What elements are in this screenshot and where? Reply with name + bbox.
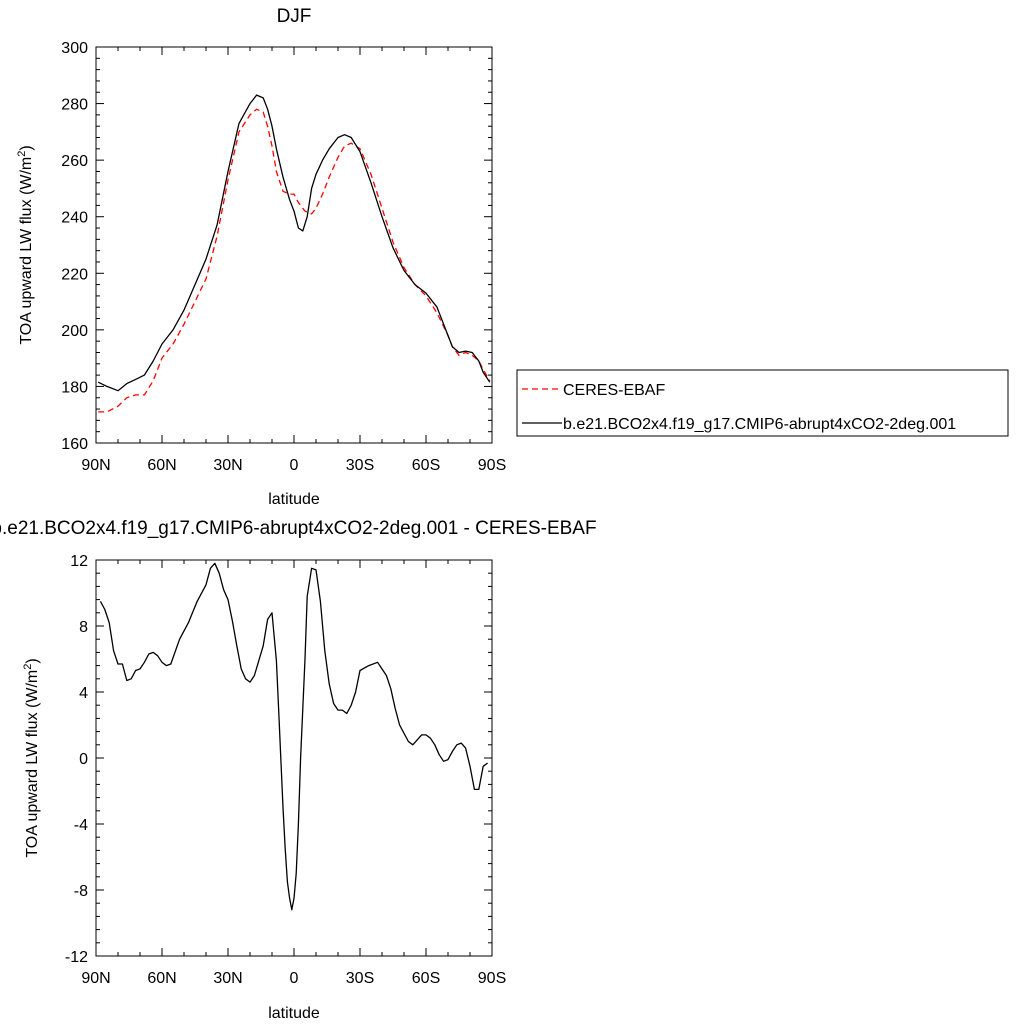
x-tick-label: 0 — [290, 457, 299, 474]
x-tick-label: 30N — [213, 970, 242, 987]
x-tick-label: 60S — [412, 457, 440, 474]
bottom-panel: b.e21.BCO2x4.f19_g17.CMIP6-abrupt4xCO2-2… — [0, 518, 597, 1022]
top-x-axis-label: latitude — [268, 491, 320, 508]
bottom-series-layer — [99, 562, 488, 911]
y-tick-label: 200 — [61, 323, 88, 340]
legend-label-ceres: CERES-EBAF — [563, 382, 665, 399]
series-line-0-0 — [98, 108, 491, 413]
bottom-x-axis-label: latitude — [268, 1005, 320, 1022]
y-tick-label: 220 — [61, 266, 88, 283]
top-plot-frame — [95, 46, 493, 444]
legend: CERES-EBAF b.e21.BCO2x4.f19_g17.CMIP6-ab… — [516, 369, 1009, 437]
series-line-0-1 — [97, 94, 491, 392]
x-tick-label: 90S — [478, 970, 506, 987]
y-tick-label: 260 — [61, 153, 88, 170]
x-tick-label: 60N — [147, 970, 176, 987]
y-tick-label: 160 — [61, 436, 88, 453]
x-tick-label: 30S — [346, 970, 374, 987]
y-tick-label: -8 — [74, 883, 88, 900]
y-tick-label: 280 — [61, 97, 88, 114]
x-tick-label: 90S — [478, 457, 506, 474]
top-panel: DJF 90N 60N 30N 0 30S 60S 90S 160 180 200 220 240 26… — [16, 6, 1009, 508]
y-tick-label: 8 — [79, 619, 88, 636]
x-tick-label: 60N — [147, 457, 176, 474]
y-tick-label: -12 — [65, 949, 88, 966]
y-tick-label: 4 — [79, 685, 88, 702]
y-tick-label: -4 — [74, 817, 88, 834]
series-line-1-0 — [99, 562, 488, 911]
y-tick-label: 240 — [61, 210, 88, 227]
top-chart-title: DJF — [277, 6, 312, 27]
y-tick-label: 12 — [70, 553, 88, 570]
y-tick-label: 0 — [79, 751, 88, 768]
x-tick-label: 60S — [412, 970, 440, 987]
legend-box — [516, 369, 1009, 437]
top-series-layer — [97, 94, 491, 413]
x-tick-label: 90N — [81, 457, 110, 474]
bottom-y-axis-label: TOA upward LW flux (W/m2) — [22, 658, 41, 857]
top-axis-ticks: 90N 60N 30N 0 30S 60S 90S 160 180 200 220 240 260 280… — [61, 40, 506, 474]
y-tick-label: 180 — [61, 379, 88, 396]
bottom-axis-ticks: 90N 60N 30N 0 30S 60S 90S -12 -8 -4 0 4 8 12 — [65, 553, 506, 987]
x-tick-label: 0 — [290, 970, 299, 987]
bottom-chart-title: b.e21.BCO2x4.f19_g17.CMIP6-abrupt4xCO2-2… — [0, 518, 597, 539]
x-tick-label: 30S — [346, 457, 374, 474]
legend-label-model: b.e21.BCO2x4.f19_g17.CMIP6-abrupt4xCO2-2… — [563, 416, 956, 433]
x-tick-label: 30N — [213, 457, 242, 474]
y-tick-label: 300 — [61, 40, 88, 57]
x-tick-label: 90N — [81, 970, 110, 987]
top-y-axis-label: TOA upward LW flux (W/m2) — [16, 145, 35, 344]
